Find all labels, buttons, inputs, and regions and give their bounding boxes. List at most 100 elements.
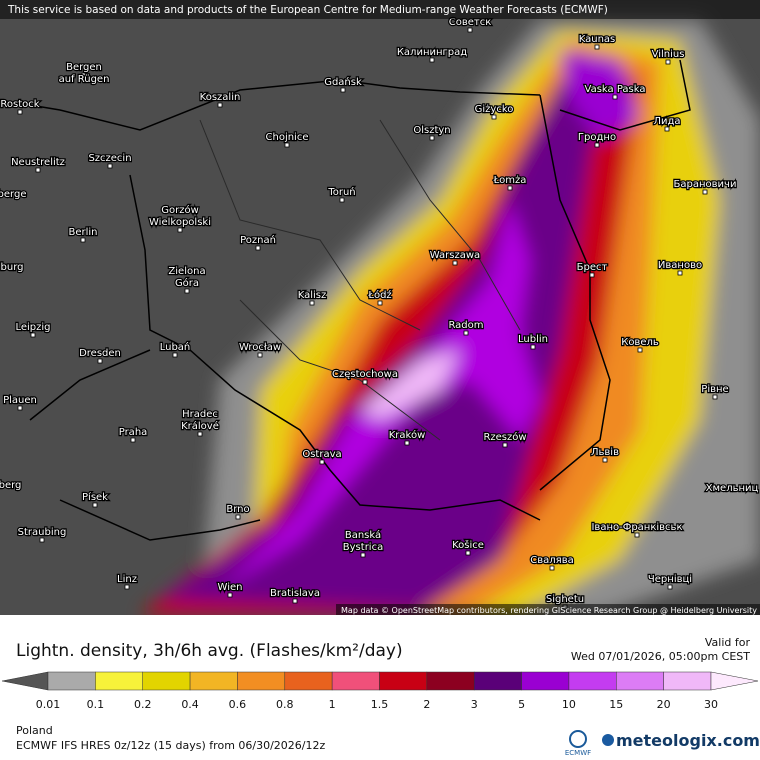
city-label: Чернівці — [648, 573, 692, 585]
colorbar: 0.01 0.1 0.2 0.4 0.6 0.8 1 1.5 2 3 5 10 15 20 30 — [1, 671, 759, 711]
legend-swatch — [426, 671, 475, 691]
legend-tick-label: 0.1 — [87, 698, 105, 711]
city-label: Písek — [82, 491, 108, 503]
city-marker — [377, 300, 383, 306]
city-marker — [589, 272, 595, 278]
city-label: Straubing — [18, 527, 67, 538]
city-marker — [80, 237, 86, 243]
city-label: berg — [0, 480, 21, 491]
city-label: Gdańsk — [324, 76, 362, 88]
city-label: Brno — [226, 504, 249, 515]
legend-tick-label: 1.5 — [371, 698, 389, 711]
city-marker — [292, 598, 298, 604]
legend-title: Lightn. density, 3h/6h avg. (Flashes/km²… — [16, 641, 403, 661]
legend-swatch — [521, 671, 570, 691]
city-label: Leipzig — [15, 322, 50, 333]
city-label: Giżycko — [475, 104, 514, 115]
city-marker — [507, 185, 513, 191]
city-marker — [667, 584, 673, 590]
city-label: Гродно — [578, 132, 616, 143]
city-marker — [594, 44, 600, 50]
city-marker — [491, 114, 497, 120]
city-label: Neustrelitz — [11, 157, 65, 168]
city-label: Chojnice — [266, 132, 309, 143]
legend-swatch — [663, 671, 712, 691]
city-marker — [124, 584, 130, 590]
city-marker — [665, 59, 671, 65]
legend-tick-label: 5 — [518, 698, 525, 711]
city-label: Барановичи — [674, 179, 737, 190]
legend-tick-label: 10 — [562, 698, 576, 711]
legend-tick-label: 0.6 — [229, 698, 247, 711]
city-label: Poznań — [240, 234, 276, 246]
city-marker — [17, 405, 23, 411]
legend-swatch — [710, 671, 759, 691]
city-label: Иваново — [658, 260, 702, 271]
city-label: Bratislava — [270, 588, 320, 599]
city-label: Хмельниц — [706, 483, 759, 494]
legend-tick-label: 0.01 — [36, 698, 61, 711]
ecmwf-logo: ECMWF — [565, 749, 591, 757]
city-label: Koszalin — [200, 92, 241, 103]
city-marker — [227, 592, 233, 598]
map-attribution: Map data © OpenStreetMap contributors, r… — [341, 606, 757, 615]
city-marker — [467, 27, 473, 33]
city-marker — [677, 270, 683, 276]
city-marker — [452, 260, 458, 266]
valid-time: Wed 07/01/2026, 05:00pm CEST — [571, 650, 750, 663]
city-label: Bystrica — [343, 542, 383, 553]
city-marker — [39, 537, 45, 543]
city-label: Vilnius — [652, 49, 685, 60]
city-label: Wrocław — [239, 342, 281, 353]
legend-swatch — [1, 671, 49, 691]
city-marker — [340, 87, 346, 93]
region: Poland — [16, 724, 53, 737]
city-marker — [81, 72, 87, 78]
city-label: Warszawa — [430, 250, 480, 261]
city-label: Брест — [577, 262, 608, 273]
city-label: Zielona — [168, 266, 205, 277]
city-marker — [429, 135, 435, 141]
city-marker — [92, 502, 98, 508]
city-label: Szczecin — [88, 153, 131, 164]
city-label: Vaska Paska — [585, 84, 646, 95]
city-label: Івано-Франківськ — [591, 521, 682, 533]
city-marker — [612, 94, 618, 100]
legend-tick-label: 2 — [423, 698, 430, 711]
city-marker — [712, 394, 718, 400]
legend-tick-label: 3 — [471, 698, 478, 711]
city-marker — [177, 227, 183, 233]
city-label: Košice — [452, 539, 484, 551]
city-label: Львів — [591, 446, 619, 458]
model-info: ECMWF IFS HRES 0z/12z (15 days) from 06/… — [16, 739, 326, 752]
city-marker — [664, 126, 670, 132]
ecmwf-icon — [569, 730, 587, 748]
city-label: Ковель — [621, 337, 659, 348]
city-labels: Советск Kaunas Vilnius Калининград Bergenauf… — [0, 16, 760, 610]
city-marker — [255, 245, 261, 251]
city-marker — [17, 109, 23, 115]
city-label: Toruń — [327, 186, 355, 198]
city-label: Częstochowa — [332, 369, 398, 380]
legend-swatch — [568, 671, 617, 691]
legend-swatch — [237, 671, 286, 691]
city-marker — [217, 102, 223, 108]
city-label: Radom — [448, 320, 483, 331]
city-label: Rzeszów — [483, 431, 526, 443]
city-marker — [339, 197, 345, 203]
city-label: Banská — [345, 529, 381, 541]
city-label: Kalisz — [298, 290, 327, 301]
city-label: Hradec — [182, 409, 218, 420]
legend-tick-label: 20 — [657, 698, 671, 711]
brand-icon — [602, 734, 614, 746]
city-marker — [594, 142, 600, 148]
city-marker — [319, 459, 325, 465]
city-marker — [465, 550, 471, 556]
city-marker — [549, 565, 555, 571]
city-marker — [197, 431, 203, 437]
legend-tick-label: 15 — [609, 698, 623, 711]
city-label: Рівне — [701, 383, 728, 395]
city-label: Olsztyn — [413, 125, 450, 136]
legend-swatch — [616, 671, 664, 691]
